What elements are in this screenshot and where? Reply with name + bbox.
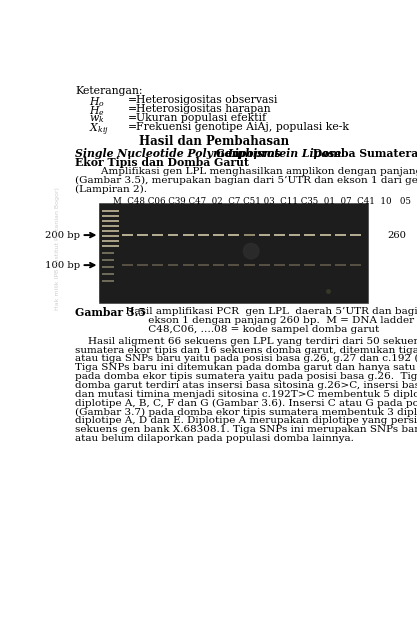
- Text: Amplifikasi gen LPL menghasilkan amplikon dengan panjang 260 bp: Amplifikasi gen LPL menghasilkan ampliko…: [75, 167, 417, 176]
- Text: Gen: Gen: [212, 148, 244, 159]
- Bar: [183, 264, 193, 266]
- Text: domba garut terdiri atas insersi basa sitosina g.26>C, insersi basa guanina g.27: domba garut terdiri atas insersi basa si…: [75, 381, 417, 390]
- Bar: [102, 210, 119, 212]
- Bar: [350, 234, 361, 237]
- Bar: [102, 259, 114, 261]
- Text: Lipoprotein Lipase: Lipoprotein Lipase: [227, 148, 342, 159]
- Bar: [137, 264, 148, 266]
- Bar: [244, 264, 254, 266]
- Bar: [102, 240, 119, 242]
- Text: 260: 260: [387, 231, 406, 240]
- Text: M  C48 C06 C39 C47  02  C7 C51 03  C11 C35  01  07  C41  10   05   08: M C48 C06 C39 C47 02 C7 C51 03 C11 C35 0…: [113, 197, 417, 206]
- Bar: [137, 234, 148, 237]
- Text: 100 bp: 100 bp: [45, 260, 80, 269]
- Bar: [122, 234, 133, 237]
- Bar: [319, 264, 331, 266]
- Text: diplotipe A, D dan E. Diplotipe A merupakan diplotipe yang persis sama dengan: diplotipe A, D dan E. Diplotipe A merupa…: [75, 417, 417, 426]
- Text: atau tiga SNPs baru yaitu pada posisi basa g.26, g.27 dan c.192 (Gambar 3.6).: atau tiga SNPs baru yaitu pada posisi ba…: [75, 354, 417, 363]
- Text: sekuens gen bank X.68308.1. Tiga SNPs ini merupakan SNPs baru yang tidak: sekuens gen bank X.68308.1. Tiga SNPs in…: [75, 425, 417, 434]
- Bar: [319, 234, 331, 237]
- Bar: [102, 215, 119, 217]
- Text: diplotipe A, B, C, F dan G (Gambar 3.6). Insersi C atau G pada posisi basa g.26: diplotipe A, B, C, F dan G (Gambar 3.6).…: [75, 399, 417, 408]
- Text: Hasil dan Pembahasan: Hasil dan Pembahasan: [138, 135, 289, 149]
- Text: =: =: [128, 113, 137, 123]
- Text: Hasil aligment 66 sekuens gen LPL yang terdiri dari 50 sekuens domba: Hasil aligment 66 sekuens gen LPL yang t…: [75, 337, 417, 346]
- Bar: [99, 203, 368, 303]
- Text: dan mutasi timina menjadi sitosina c.192T>C membentuk 5 diplotipe yaitu: dan mutasi timina menjadi sitosina c.192…: [75, 390, 417, 399]
- Bar: [304, 264, 315, 266]
- Bar: [183, 234, 193, 237]
- Text: $H_e$: $H_e$: [89, 104, 105, 118]
- Bar: [102, 235, 119, 237]
- Bar: [350, 264, 361, 266]
- Bar: [198, 264, 209, 266]
- Text: Hasil amplifikasi PCR  gen LPL  daerah 5’UTR dan bagian dari: Hasil amplifikasi PCR gen LPL daerah 5’U…: [119, 307, 417, 316]
- Bar: [152, 264, 163, 266]
- Bar: [259, 264, 270, 266]
- Text: Heterosigositas observasi: Heterosigositas observasi: [136, 95, 277, 105]
- Text: (Gambar 3.5), merupakan bagian dari 5’UTR dan ekson 1 dari gen LPL domba: (Gambar 3.5), merupakan bagian dari 5’UT…: [75, 176, 417, 185]
- Text: pada domba ekor tipis sumatera yaitu pada posisi basa g.26.  Tiga SNPs pada: pada domba ekor tipis sumatera yaitu pad…: [75, 372, 417, 381]
- Bar: [229, 264, 239, 266]
- Bar: [229, 234, 239, 237]
- Text: $X_{kij}$: $X_{kij}$: [89, 122, 109, 138]
- Bar: [99, 204, 367, 302]
- Text: Ekor Tipis dan Domba Garut: Ekor Tipis dan Domba Garut: [75, 157, 249, 168]
- Bar: [274, 234, 285, 237]
- Text: Tiga SNPs baru ini ditemukan pada domba garut dan hanya satu SNP ditemukan: Tiga SNPs baru ini ditemukan pada domba …: [75, 363, 417, 372]
- Bar: [213, 234, 224, 237]
- Bar: [289, 264, 300, 266]
- Text: C48,C06, ….08 = kode sampel domba garut: C48,C06, ….08 = kode sampel domba garut: [119, 325, 379, 334]
- Text: Domba Sumatera: Domba Sumatera: [309, 148, 417, 159]
- Bar: [122, 264, 133, 266]
- Bar: [168, 234, 178, 237]
- Text: sumatera ekor tipis dan 16 sekuens domba garut, ditemukan tiga titik mutasi baru: sumatera ekor tipis dan 16 sekuens domba…: [75, 345, 417, 354]
- Text: Single Nucleotide Polymorphisms: Single Nucleotide Polymorphisms: [75, 148, 281, 159]
- Text: =: =: [128, 95, 137, 105]
- Text: Keterangan:: Keterangan:: [75, 86, 143, 96]
- Text: Hak milik IPB (Institut Pertanian Bogor): Hak milik IPB (Institut Pertanian Bogor): [55, 187, 60, 311]
- Bar: [289, 234, 300, 237]
- Text: Heterosigositas harapan: Heterosigositas harapan: [136, 104, 271, 114]
- Text: atau belum dilaporkan pada populasi domba lainnya.: atau belum dilaporkan pada populasi domb…: [75, 434, 354, 443]
- Text: (Gambar 3.7) pada domba ekor tipis sumatera membentuk 3 diplotipe yaitu: (Gambar 3.7) pada domba ekor tipis sumat…: [75, 408, 417, 417]
- Text: ekson 1 dengan panjang 260 bp.  M = DNA ladder 100 bp;: ekson 1 dengan panjang 260 bp. M = DNA l…: [119, 316, 417, 325]
- Text: Frekuensi genotipe AiAj, populasi ke-k: Frekuensi genotipe AiAj, populasi ke-k: [136, 122, 349, 132]
- Bar: [168, 264, 178, 266]
- Text: $w_k$: $w_k$: [89, 113, 105, 125]
- Bar: [335, 264, 346, 266]
- Bar: [335, 234, 346, 237]
- Bar: [304, 234, 315, 237]
- Bar: [102, 252, 114, 254]
- Bar: [198, 234, 209, 237]
- Bar: [102, 246, 119, 247]
- Text: (Lampiran 2).: (Lampiran 2).: [75, 185, 147, 194]
- Text: 200 bp: 200 bp: [45, 231, 80, 240]
- Bar: [213, 264, 224, 266]
- Text: =: =: [128, 104, 137, 114]
- Bar: [102, 280, 114, 282]
- Bar: [102, 266, 114, 268]
- Bar: [102, 225, 119, 227]
- Bar: [259, 234, 270, 237]
- Bar: [244, 234, 254, 237]
- Bar: [102, 221, 119, 222]
- Circle shape: [244, 244, 259, 258]
- Text: =: =: [128, 122, 137, 132]
- Bar: [274, 264, 285, 266]
- Text: Gambar 3.5: Gambar 3.5: [75, 307, 146, 318]
- Text: Ukuran populasi efektif: Ukuran populasi efektif: [136, 113, 266, 123]
- Text: $H_o$: $H_o$: [89, 95, 105, 109]
- Bar: [102, 230, 119, 232]
- Bar: [152, 234, 163, 237]
- Bar: [102, 273, 114, 275]
